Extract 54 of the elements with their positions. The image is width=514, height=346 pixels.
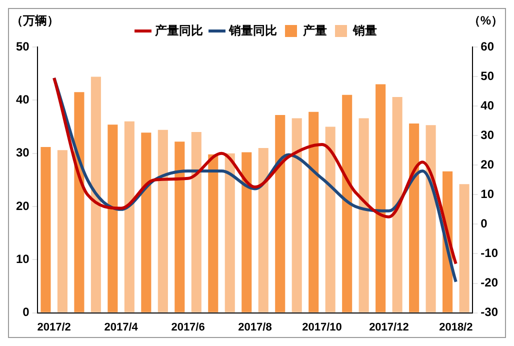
bar bbox=[74, 92, 84, 312]
y2-tick-label: 40 bbox=[480, 98, 494, 112]
y2-axis-title: （%） bbox=[468, 13, 503, 28]
y-tick-label: 10 bbox=[16, 252, 30, 266]
bar bbox=[224, 153, 235, 312]
bar bbox=[158, 130, 168, 312]
bar bbox=[308, 112, 319, 312]
y-tick-label: 50 bbox=[16, 39, 30, 54]
bar bbox=[57, 150, 68, 312]
bar bbox=[208, 154, 218, 312]
x-tick-label: 2017/8 bbox=[238, 321, 272, 334]
y2-tick-label: -20 bbox=[480, 276, 498, 290]
bar bbox=[108, 124, 118, 312]
legend-label: 销量同比 bbox=[228, 23, 277, 38]
bar bbox=[191, 132, 202, 312]
y2-tick-label: 30 bbox=[480, 128, 494, 142]
y-tick-label: 40 bbox=[16, 92, 30, 106]
bar bbox=[392, 96, 402, 312]
x-tick-label: 2018/2 bbox=[439, 321, 473, 334]
x-tick-label: 2017/10 bbox=[302, 321, 342, 334]
bar bbox=[40, 146, 51, 312]
legend-label: 产量 bbox=[302, 23, 327, 38]
bar bbox=[275, 115, 286, 312]
bar bbox=[376, 84, 386, 312]
bar bbox=[90, 76, 101, 312]
legend-label: 产量同比 bbox=[154, 23, 203, 38]
legend-label: 销量 bbox=[352, 23, 377, 38]
y-tick-label: 30 bbox=[16, 146, 30, 160]
bar bbox=[459, 184, 470, 312]
y-tick-label: 20 bbox=[16, 198, 30, 213]
bar bbox=[409, 124, 420, 312]
x-tick-label: 2017/2 bbox=[37, 321, 71, 334]
y-tick-label: 0 bbox=[22, 305, 30, 320]
y2-tick-label: -10 bbox=[480, 246, 498, 260]
bar bbox=[325, 126, 336, 312]
bar bbox=[242, 152, 252, 312]
x-tick-label: 2017/6 bbox=[171, 321, 205, 334]
y2-tick-label: 10 bbox=[480, 186, 494, 201]
bar bbox=[124, 121, 134, 312]
bar bbox=[141, 132, 152, 312]
bar bbox=[174, 142, 185, 312]
y-axis-title: （万辆） bbox=[11, 13, 59, 28]
bar bbox=[358, 118, 369, 312]
bar bbox=[342, 94, 352, 312]
y2-tick-label: 50 bbox=[480, 68, 494, 83]
y2-tick-label: 60 bbox=[480, 39, 494, 54]
y2-tick-label: 20 bbox=[480, 157, 494, 172]
bar bbox=[292, 118, 302, 312]
y2-tick-label: 0 bbox=[480, 216, 488, 231]
y2-tick-label: -30 bbox=[480, 305, 498, 320]
x-tick-label: 2017/4 bbox=[104, 321, 139, 334]
bar bbox=[426, 125, 436, 312]
bar bbox=[258, 148, 268, 312]
x-tick-label: 2017/12 bbox=[369, 321, 409, 334]
